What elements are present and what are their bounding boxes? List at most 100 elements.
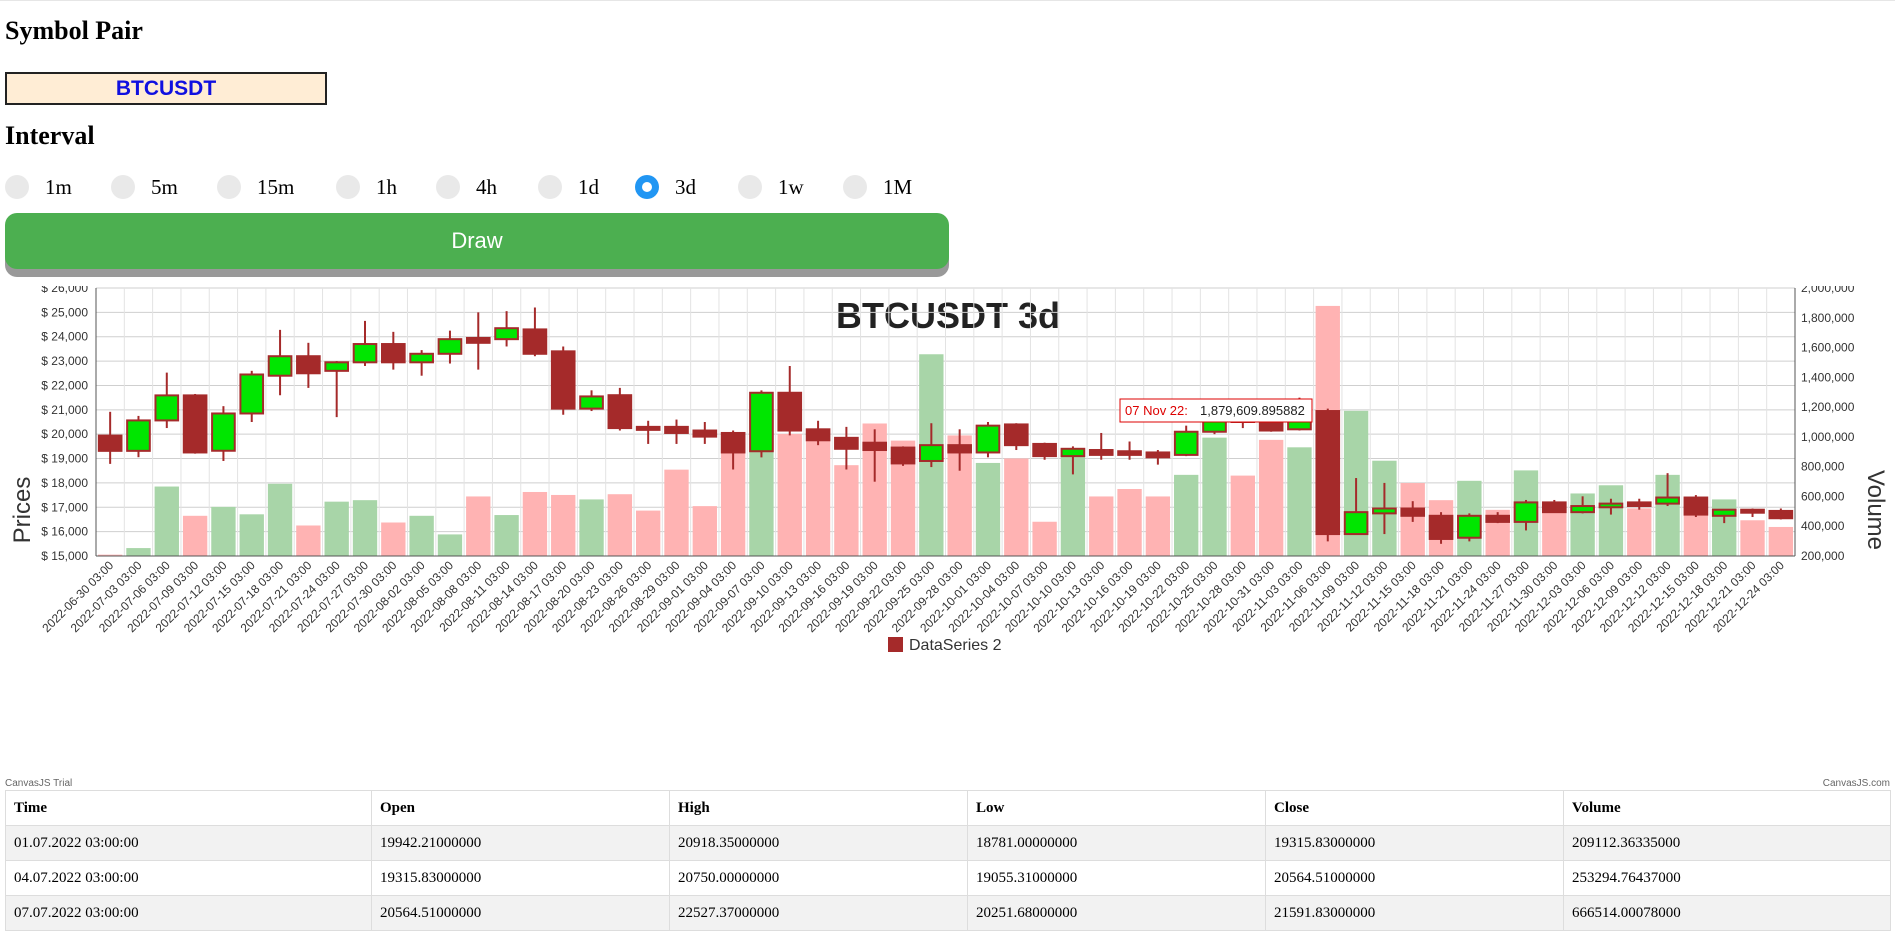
candle-body[interactable] (296, 355, 321, 375)
radio-circle[interactable] (111, 175, 135, 199)
candle-body[interactable] (975, 424, 1001, 454)
candle-body[interactable] (1683, 496, 1709, 516)
radio-circle[interactable] (538, 175, 562, 199)
radio-circle[interactable] (738, 175, 762, 199)
candle-body[interactable] (550, 350, 576, 410)
candle-body[interactable] (919, 444, 944, 462)
candle-body[interactable] (1768, 509, 1794, 520)
candle-body[interactable] (579, 395, 604, 410)
draw-button[interactable]: Draw (5, 213, 949, 269)
header-high: High (669, 790, 968, 826)
candle-body[interactable] (1145, 451, 1171, 459)
candle-body[interactable] (352, 343, 378, 364)
volume-bar (182, 515, 208, 556)
candle-body[interactable] (437, 338, 463, 355)
candle-body[interactable] (1485, 514, 1511, 523)
candle-body[interactable] (239, 373, 265, 415)
cell-volume: 209112.36335000 (1563, 825, 1891, 861)
radio-1M[interactable]: 1M (843, 172, 912, 202)
candle-body[interactable] (1457, 514, 1482, 539)
candle-body[interactable] (834, 436, 859, 450)
candle-body[interactable] (211, 412, 236, 452)
radio-1w[interactable]: 1w (738, 172, 804, 202)
y-tick-label: $ 25,000 (41, 305, 88, 319)
candle-body[interactable] (862, 441, 888, 452)
candle-body[interactable] (1428, 514, 1454, 540)
candle-body[interactable] (465, 336, 491, 344)
candle-body[interactable] (1032, 442, 1057, 458)
volume-bar (834, 465, 859, 556)
radio-label: 1h (376, 174, 397, 199)
radio-circle[interactable] (5, 175, 29, 199)
radio-circle[interactable] (436, 175, 460, 199)
candle-body[interactable] (1711, 508, 1737, 517)
radio-3d[interactable]: 3d (635, 172, 696, 202)
cell-volume: 666514.00078000 (1563, 895, 1891, 931)
candle-body[interactable] (890, 446, 916, 465)
radio-circle[interactable] (635, 175, 659, 199)
chart-title: BTCUSDT 3d (836, 295, 1060, 336)
table-row: 07.07.2022 03:00:00 20564.51000000 22527… (5, 895, 1891, 931)
candle-body[interactable] (635, 425, 661, 431)
candle-body[interactable] (1655, 496, 1680, 505)
radio-label: 1d (578, 174, 599, 199)
header-time: Time (5, 790, 372, 826)
radio-1m[interactable]: 1m (5, 172, 72, 202)
radio-1d[interactable]: 1d (538, 172, 599, 202)
legend[interactable]: DataSeries 2 (888, 637, 1002, 654)
volume-bar (975, 462, 1001, 556)
candle-body[interactable] (1343, 511, 1369, 536)
y-tick-label: $ 17,000 (41, 500, 88, 514)
candle-body[interactable] (777, 391, 803, 432)
candle-body[interactable] (805, 428, 831, 442)
candle-body[interactable] (1003, 423, 1029, 447)
radio-label: 5m (151, 174, 178, 199)
volume-bar (579, 499, 604, 556)
candle-body[interactable] (1372, 507, 1397, 515)
radio-circle[interactable] (217, 175, 241, 199)
radio-circle[interactable] (843, 175, 867, 199)
candle-body[interactable] (154, 394, 180, 422)
credit-right[interactable]: CanvasJS.com (1823, 778, 1890, 789)
candle-body[interactable] (1173, 430, 1199, 456)
price-volume-chart[interactable]: BTCUSDT 3d $ 15,000 $ 16,000 $ 17,000 $ 18,… (0, 286, 1895, 790)
candle-body[interactable] (749, 391, 774, 453)
radio-4h[interactable]: 4h (436, 172, 497, 202)
candle-body[interactable] (1315, 410, 1341, 536)
candle-body[interactable] (409, 352, 434, 364)
cell-open: 20564.51000000 (371, 895, 670, 931)
radio-circle[interactable] (336, 175, 360, 199)
volume-bar (466, 496, 491, 556)
candle-body[interactable] (720, 431, 746, 454)
candle-body[interactable] (607, 394, 633, 430)
candle-body[interactable] (1541, 501, 1567, 514)
candle-body[interactable] (692, 429, 718, 438)
candle-body[interactable] (494, 327, 519, 341)
candle-body[interactable] (324, 361, 350, 372)
radio-15m[interactable]: 15m (217, 172, 294, 202)
candle-body[interactable] (1570, 505, 1595, 514)
candle-body[interactable] (97, 434, 123, 452)
ohlc-table: Time Open High Low Close Volume 01.07.20… (5, 790, 1891, 931)
candle-body[interactable] (664, 425, 689, 434)
candle-body[interactable] (1626, 501, 1652, 508)
candle-body[interactable] (1598, 502, 1624, 509)
candle-body[interactable] (1088, 449, 1114, 456)
candle-body[interactable] (1060, 447, 1086, 458)
candle-body[interactable] (267, 355, 293, 377)
candle-body[interactable] (947, 444, 972, 454)
cell-high: 22527.37000000 (669, 895, 968, 931)
radio-label: 4h (476, 174, 497, 199)
candle-body[interactable] (126, 419, 151, 452)
candle-body[interactable] (1740, 508, 1765, 514)
candle-body[interactable] (380, 343, 406, 364)
candle-body[interactable] (1400, 507, 1426, 517)
symbol-input[interactable] (5, 72, 327, 105)
radio-5m[interactable]: 5m (111, 172, 178, 202)
candle-body[interactable] (522, 328, 548, 355)
candle-body[interactable] (182, 394, 208, 454)
radio-1h[interactable]: 1h (336, 172, 397, 202)
credit-left: CanvasJS Trial (5, 778, 72, 789)
candle-body[interactable] (1513, 501, 1539, 523)
candle-body[interactable] (1117, 450, 1142, 456)
